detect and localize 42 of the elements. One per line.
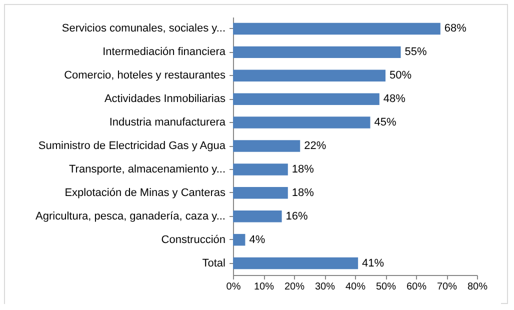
bar [233,22,440,35]
x-tick-label: 70% [436,282,458,292]
y-tick-label: Total [202,257,226,270]
y-tick-label: Comercio, hoteles y restaurantes [64,70,226,82]
y-tick-label: Actividades Inmobiliarias [104,93,226,106]
bar [233,210,282,222]
bar [233,164,288,176]
data-label: 45% [374,116,396,129]
bar [233,234,246,246]
y-tick-label: Transporte, almacenamiento y... [68,163,226,176]
data-label: 16% [286,210,308,222]
bar [233,257,358,270]
data-label: 18% [292,163,314,176]
bar [233,116,370,128]
data-label: 22% [304,140,326,152]
data-label: 68% [444,22,467,35]
y-tick-label: Agricultura, pesca, ganadería, caza y... [36,210,226,222]
data-label: 4% [249,234,266,246]
x-tick-label: 50% [376,282,396,292]
y-tick-label: Construcción [161,234,226,246]
x-tick-label: 30% [314,282,336,292]
data-label: 48% [383,93,406,106]
x-tick-label: 20% [284,282,305,292]
data-label: 55% [404,46,427,58]
x-tick-label: 80% [467,282,488,292]
bar [233,140,300,152]
x-tick-label: 0% [226,282,241,292]
bar [233,70,386,82]
x-tick-label: 10% [254,282,274,292]
bar [233,46,401,58]
x-tick-label: 40% [345,282,366,292]
y-tick-label: Industria manufacturera [109,116,226,129]
y-tick-label: Servicios comunales, sociales y... [62,22,226,35]
bar [233,93,380,105]
y-tick-label: Explotación de Minas y Canteras [64,186,226,199]
data-label: 41% [362,257,384,270]
y-tick-label: Suministro de Electricidad Gas y Agua [38,140,226,152]
bar [233,187,288,199]
data-label: 18% [292,186,314,199]
y-tick-label: Intermediación financiera [102,46,226,58]
x-tick-label: 60% [406,282,427,292]
data-label: 50% [390,70,412,82]
